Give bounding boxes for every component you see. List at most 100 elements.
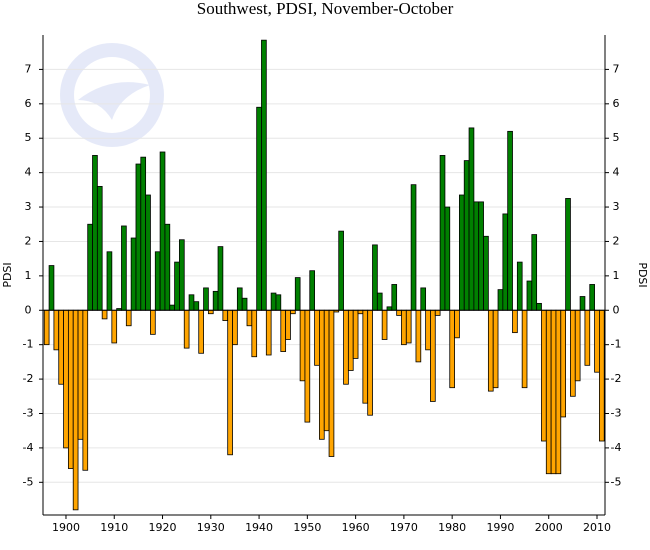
bar: [347, 309, 354, 371]
bar: [319, 309, 325, 440]
bar: [599, 309, 605, 442]
bar: [203, 287, 209, 311]
chart-title: Southwest, PDSI, November-October: [197, 0, 454, 18]
bar: [270, 292, 277, 311]
bar: [280, 309, 287, 352]
bar: [275, 294, 282, 311]
bar: [420, 287, 427, 311]
bar: [246, 309, 253, 327]
x-tick-label: 1970: [390, 521, 418, 534]
bar: [367, 309, 373, 416]
bar: [328, 309, 335, 457]
bar: [487, 309, 494, 392]
bar: [63, 309, 69, 449]
x-tick-label: 1950: [293, 521, 321, 534]
bar: [48, 265, 55, 311]
bar: [483, 235, 489, 311]
y2-tick-label: -4: [611, 441, 622, 454]
bar: [265, 309, 272, 356]
bar: [183, 309, 190, 349]
bar: [140, 156, 147, 311]
bar: [391, 284, 398, 311]
bar: [82, 309, 89, 471]
bar: [290, 309, 296, 315]
bar: [362, 309, 369, 404]
y-tick-label: -2: [23, 372, 34, 385]
y2-axis-label: PDSI: [636, 262, 649, 287]
bar: [106, 251, 113, 311]
bar: [338, 230, 344, 311]
bar: [150, 309, 156, 335]
y-tick-label: -1: [23, 338, 34, 351]
x-tick-label: 2010: [583, 521, 611, 534]
bar: [58, 309, 64, 385]
bar: [256, 106, 262, 311]
bar: [430, 309, 436, 402]
bar: [555, 309, 562, 475]
y2-tick-label: 7: [613, 62, 620, 75]
bar: [323, 309, 330, 432]
bar: [179, 239, 185, 311]
bar: [434, 309, 441, 316]
bar: [222, 309, 229, 321]
bar: [207, 309, 214, 315]
bar: [227, 309, 233, 456]
x-tick-label: 1920: [149, 521, 177, 534]
y2-tick-label: -1: [611, 338, 622, 351]
bar: [454, 309, 460, 339]
x-tick-label: 1960: [342, 521, 370, 534]
bar: [574, 309, 581, 382]
bar: [449, 309, 455, 389]
bar: [410, 184, 417, 311]
bar: [521, 309, 528, 389]
bar: [72, 309, 79, 511]
bar: [560, 309, 567, 418]
bar: [579, 296, 586, 311]
bar: [87, 223, 93, 311]
bar: [352, 309, 359, 359]
bar: [294, 277, 301, 311]
bar: [526, 280, 533, 311]
bar: [125, 309, 132, 327]
bar: [444, 206, 451, 311]
bar: [516, 261, 523, 311]
bar: [159, 151, 166, 311]
bar: [77, 309, 84, 440]
bar: [101, 309, 108, 320]
bar: [96, 185, 103, 311]
bar: [154, 251, 161, 311]
bar: [565, 198, 571, 311]
x-tick-label: 2000: [535, 521, 563, 534]
bar: [473, 201, 480, 311]
bar: [376, 292, 383, 311]
bar: [415, 309, 422, 363]
y2-tick-label: 6: [613, 97, 620, 110]
bar: [343, 309, 349, 385]
y-tick-label: 7: [25, 62, 32, 75]
bar: [497, 289, 504, 311]
bar: [111, 309, 118, 344]
bar: [492, 309, 499, 389]
bar: [174, 261, 180, 311]
y-tick-label: 1: [25, 269, 32, 282]
bar: [468, 127, 475, 311]
bar: [135, 163, 142, 311]
bar: [53, 309, 60, 351]
bar: [507, 130, 513, 311]
bar: [285, 309, 291, 340]
y-tick-label: 2: [25, 234, 32, 247]
bar: [251, 309, 258, 358]
y2-tick-label: 2: [613, 234, 620, 247]
bar: [198, 309, 204, 354]
bar: [193, 301, 200, 311]
y2-tick-label: -2: [611, 372, 622, 385]
bar: [261, 39, 267, 311]
x-tick-label: 1980: [438, 521, 466, 534]
bar: [425, 309, 431, 351]
bar: [396, 309, 402, 316]
bar: [405, 309, 412, 344]
bar: [241, 297, 248, 311]
bar: [304, 309, 311, 423]
bar: [169, 304, 175, 311]
y-tick-label: 4: [25, 166, 32, 179]
